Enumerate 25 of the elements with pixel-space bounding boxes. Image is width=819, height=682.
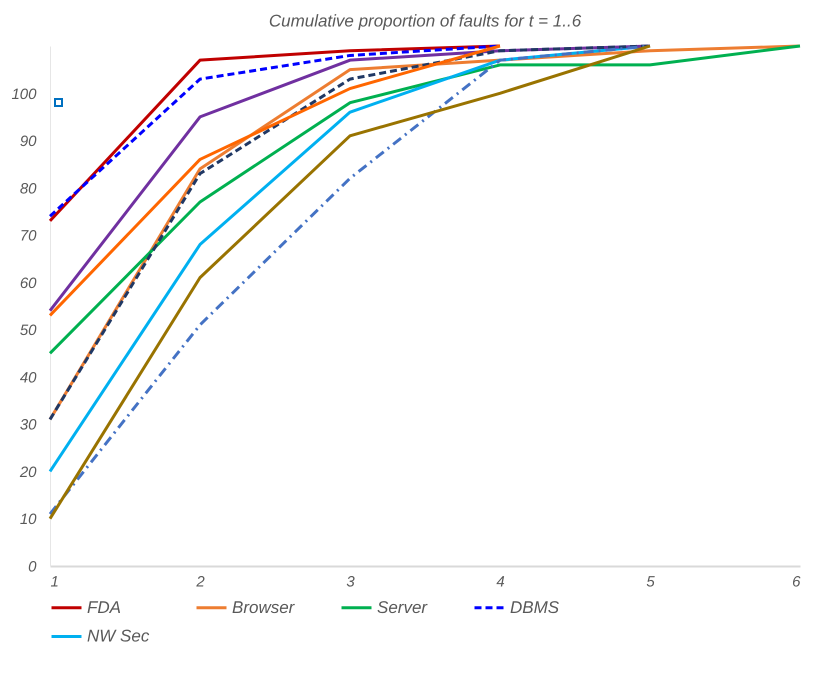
x-tick-label: 1	[50, 574, 59, 590]
y-tick-label: 0	[28, 558, 38, 576]
y-tick-label: 50	[20, 322, 38, 340]
y-tick-label: 60	[20, 274, 38, 292]
y-tick-label: 90	[20, 133, 38, 150]
legend-label: Server	[377, 598, 428, 617]
y-tick-label: 40	[20, 369, 38, 386]
line-series	[48, 44, 802, 355]
y-tick-label: 70	[20, 228, 38, 245]
x-tick-label: 3	[346, 574, 356, 590]
y-tick-label: 20	[18, 464, 38, 481]
y-tick-label: 80	[20, 180, 38, 198]
legend-label: FDA	[87, 598, 121, 617]
y-tick-label: 100	[11, 86, 38, 103]
y-tick-label: 30	[20, 416, 38, 434]
x-tick-label: 5	[646, 574, 656, 590]
x-tick-label: 2	[195, 574, 206, 590]
x-tick-label: 6	[792, 574, 802, 590]
legend-label: NW Sec	[87, 626, 150, 646]
chart-title: Cumulative proportion of faults for t = 1..6	[268, 12, 582, 30]
x-tick-label: 4	[496, 574, 505, 590]
legend-label: DBMS	[510, 598, 560, 617]
y-tick-label: 10	[20, 511, 38, 528]
legend-label: Browser	[232, 598, 296, 617]
line-series	[48, 44, 502, 317]
